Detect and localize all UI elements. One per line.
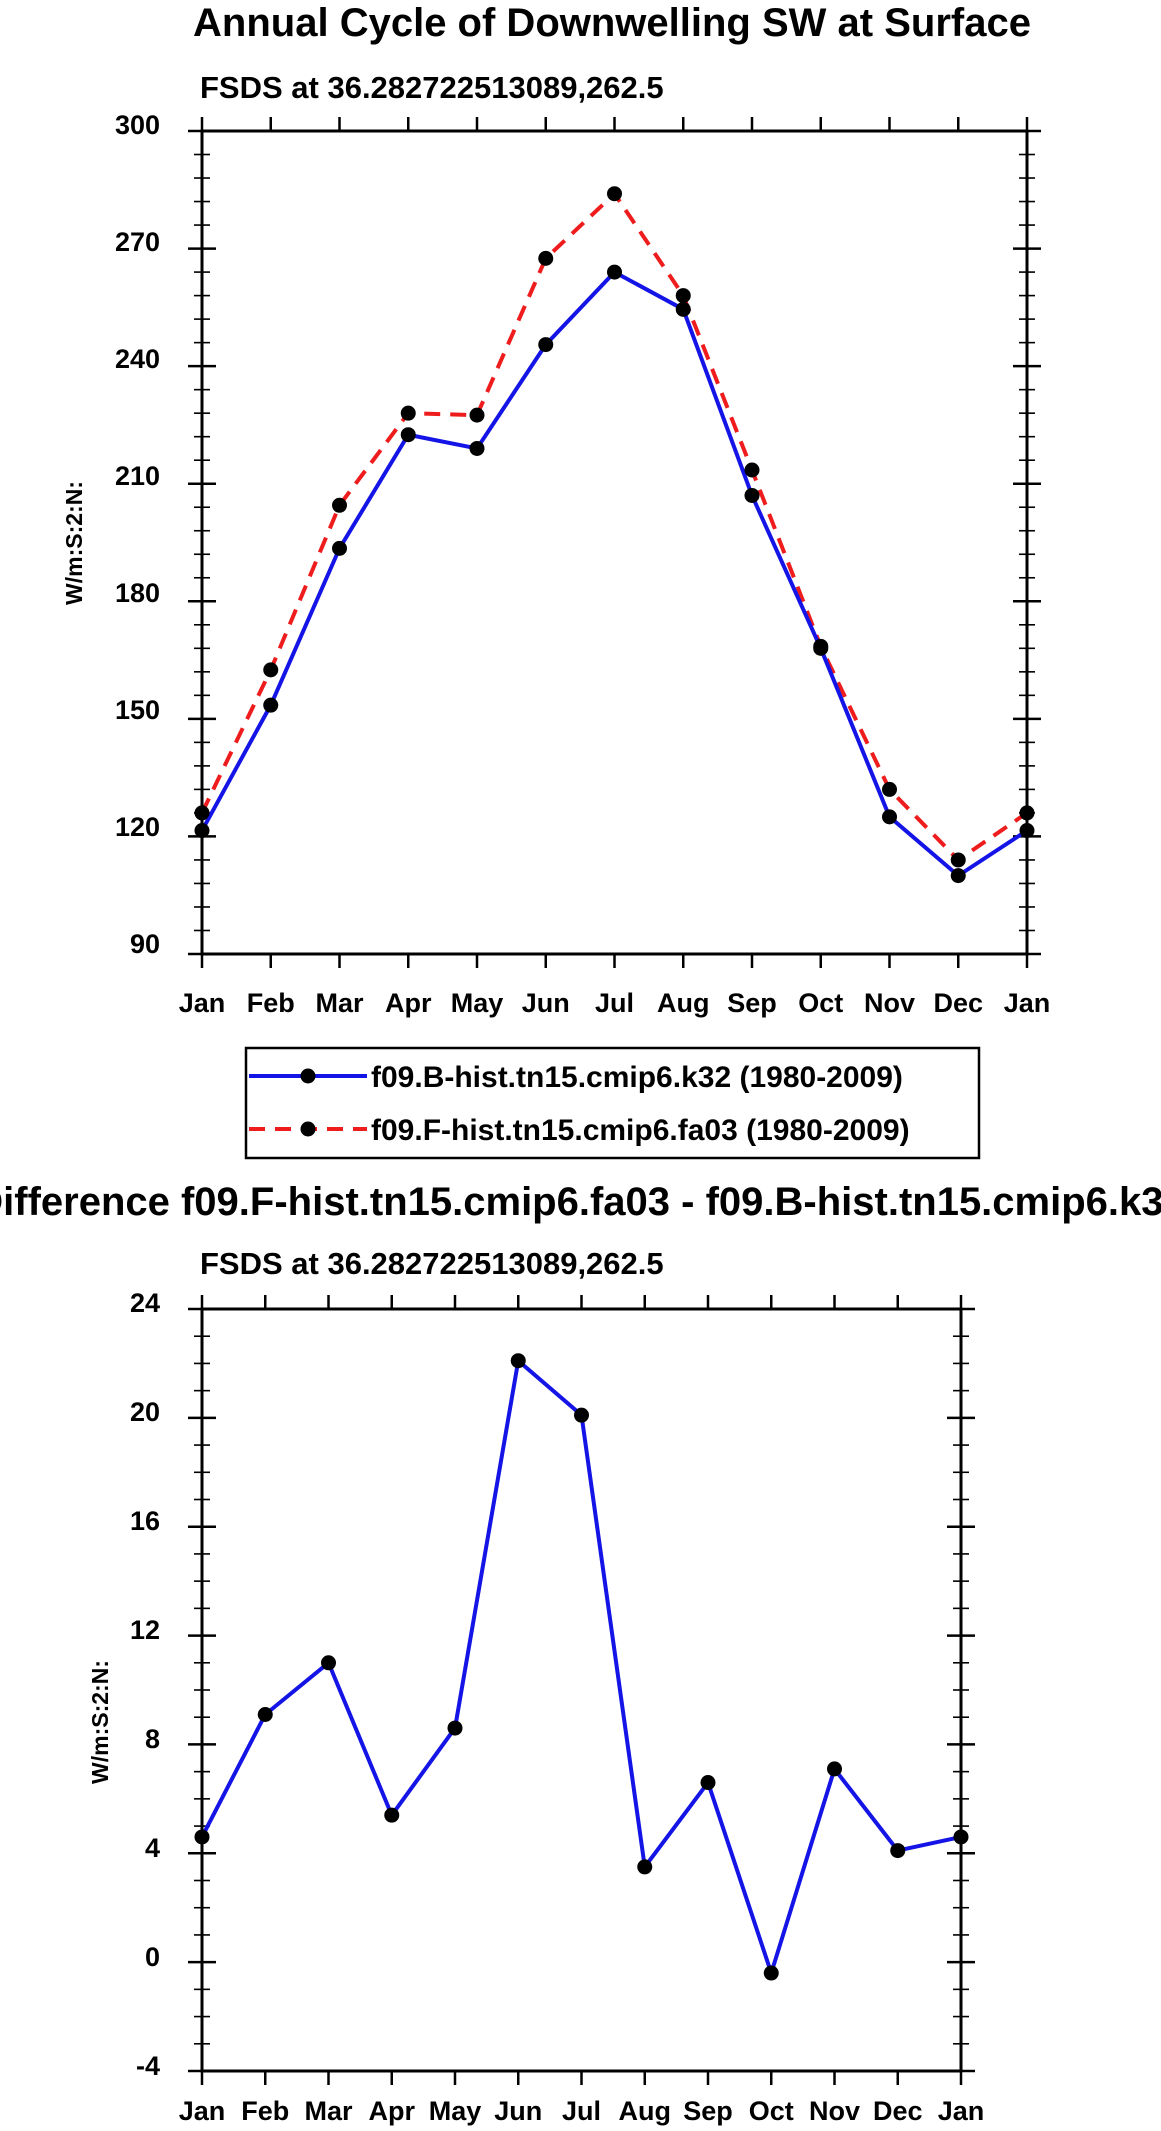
x-tick-label: Jan: [179, 988, 226, 1018]
data-point: [538, 250, 554, 266]
data-point: [890, 1843, 906, 1859]
data-point: [813, 638, 829, 654]
y-tick-label: 20: [130, 1397, 160, 1427]
data-point: [882, 809, 897, 825]
x-tick-label: Aug: [619, 2096, 671, 2126]
legend: f09.B-hist.tn15.cmip6.k32 (1980-2009) f0…: [244, 1046, 981, 1160]
y-tick-label: 16: [130, 1506, 160, 1536]
x-tick-label: Sep: [727, 988, 777, 1018]
x-tick-labels: Jan Feb Mar Apr May Jun Jul Aug Sep Oct …: [179, 988, 1051, 1018]
x-tick-label: Aug: [657, 988, 709, 1018]
data-point: [882, 781, 897, 797]
x-tick-label: Jan: [938, 2096, 985, 2126]
data-point: [321, 1655, 336, 1671]
x-tick-label: Mar: [304, 2096, 353, 2126]
y-tick-label: 300: [115, 110, 160, 140]
x-tick-labels: Jan Feb Mar Apr May Jun Jul Aug Sep Oct …: [179, 2096, 985, 2126]
data-point: [607, 264, 622, 280]
x-tick-label: Dec: [933, 988, 983, 1018]
data-point: [263, 697, 279, 713]
x-tick-label: Jul: [595, 988, 634, 1018]
x-tick-label: Jul: [562, 2096, 601, 2126]
data-point: [469, 407, 485, 423]
x-tick-label: Jan: [179, 2096, 226, 2126]
x-tick-label: May: [429, 2096, 482, 2126]
x-tick-label: May: [451, 988, 504, 1018]
x-tick-label: Feb: [241, 2096, 289, 2126]
data-point: [950, 852, 966, 868]
x-tick-label: Jan: [1004, 988, 1051, 1018]
chart-title: Annual Cycle of Downwelling SW at Surfac…: [193, 1, 1031, 45]
data-point: [332, 540, 347, 556]
data-point: [607, 186, 622, 202]
chart-subtitle: FSDS at 36.282722513089,262.5: [200, 1246, 664, 1281]
data-point: [744, 487, 760, 503]
legend-entry-label: f09.F-hist.tn15.cmip6.fa03 (1980-2009): [371, 1114, 910, 1147]
data-point: [510, 1353, 526, 1369]
plot-frame: [200, 1307, 963, 2073]
y-tick-label: 90: [130, 929, 160, 959]
y-tick-label: 4: [145, 1833, 160, 1863]
series-layer: [194, 186, 1035, 884]
legend-marker: [300, 1068, 316, 1084]
y-tick-labels: 90 120 150 180 210 240 270 300: [115, 110, 160, 959]
y-tick-label: 180: [115, 578, 160, 608]
annual-cycle-chart: Annual Cycle of Downwelling SW at Surfac…: [61, 1, 1051, 1160]
plot-frame: [200, 129, 1029, 956]
data-point: [950, 868, 966, 884]
data-point: [469, 440, 485, 456]
y-tick-label: 0: [145, 1942, 160, 1972]
y-tick-label: -4: [136, 2051, 160, 2081]
data-point: [744, 462, 760, 478]
chart-title: Difference f09.F-hist.tn15.cmip6.fa03 - …: [0, 1180, 1161, 1224]
x-tick-label: Dec: [873, 2096, 923, 2126]
data-point: [263, 662, 279, 678]
y-tick-label: 240: [115, 344, 160, 374]
chart-subtitle: FSDS at 36.282722513089,262.5: [200, 70, 664, 105]
data-point: [827, 1761, 842, 1777]
legend-marker: [300, 1121, 316, 1137]
difference-chart: Difference f09.F-hist.tn15.cmip6.fa03 - …: [0, 1180, 1161, 2126]
x-tick-label: Apr: [369, 2096, 416, 2126]
data-point: [574, 1407, 589, 1423]
y-tick-label: 12: [130, 1615, 160, 1645]
y-axis-label: W/m:S:2:N:: [61, 481, 87, 605]
series-layer: [194, 1353, 969, 1981]
legend-entry-label: f09.B-hist.tn15.cmip6.k32 (1980-2009): [371, 1061, 903, 1094]
x-tick-label: Mar: [315, 988, 364, 1018]
y-tick-label: 270: [115, 227, 160, 257]
x-tick-label: Jun: [522, 988, 570, 1018]
x-tick-label: Jun: [494, 2096, 542, 2126]
y-tick-label: 120: [115, 812, 160, 842]
data-point: [400, 405, 416, 421]
data-point: [447, 1720, 463, 1736]
data-point: [637, 1859, 653, 1875]
data-point: [675, 301, 691, 317]
data-point: [257, 1706, 273, 1722]
y-tick-labels: -4 0 4 8 12 16 20 24: [130, 1288, 160, 2081]
data-point: [400, 427, 416, 443]
x-tick-label: Oct: [798, 988, 843, 1018]
data-point: [332, 497, 347, 513]
data-point: [538, 337, 554, 353]
data-point: [675, 288, 691, 304]
x-tick-label: Nov: [864, 988, 915, 1018]
y-tick-label: 24: [130, 1288, 160, 1318]
y-tick-label: 8: [145, 1724, 160, 1754]
x-tick-label: Sep: [683, 2096, 733, 2126]
y-tick-label: 210: [115, 461, 160, 491]
data-point: [700, 1775, 716, 1791]
data-point: [384, 1807, 400, 1823]
x-tick-label: Nov: [809, 2096, 860, 2126]
y-tick-label: 150: [115, 695, 160, 725]
legend-box: [244, 1046, 981, 1160]
x-tick-label: Oct: [749, 2096, 794, 2126]
x-tick-label: Apr: [385, 988, 432, 1018]
x-tick-label: Feb: [247, 988, 295, 1018]
data-point: [763, 1965, 779, 1981]
y-axis-label: W/m:S:2:N:: [87, 1660, 113, 1784]
